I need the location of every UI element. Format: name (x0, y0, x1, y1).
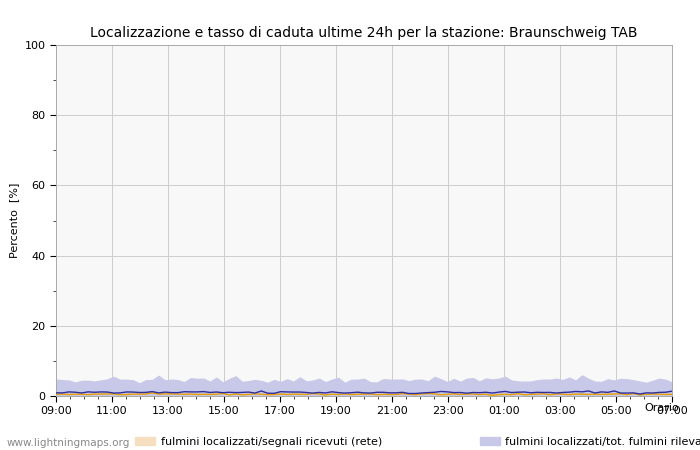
Title: Localizzazione e tasso di caduta ultime 24h per la stazione: Braunschweig TAB: Localizzazione e tasso di caduta ultime … (90, 26, 638, 40)
Text: Orario: Orario (644, 403, 679, 413)
Legend: fulmini localizzati/segnali ricevuti (rete), fulmini localizzati/segnali ricevut: fulmini localizzati/segnali ricevuti (re… (136, 436, 700, 450)
Text: www.lightningmaps.org: www.lightningmaps.org (7, 438, 130, 448)
Y-axis label: Percento  [%]: Percento [%] (9, 183, 19, 258)
